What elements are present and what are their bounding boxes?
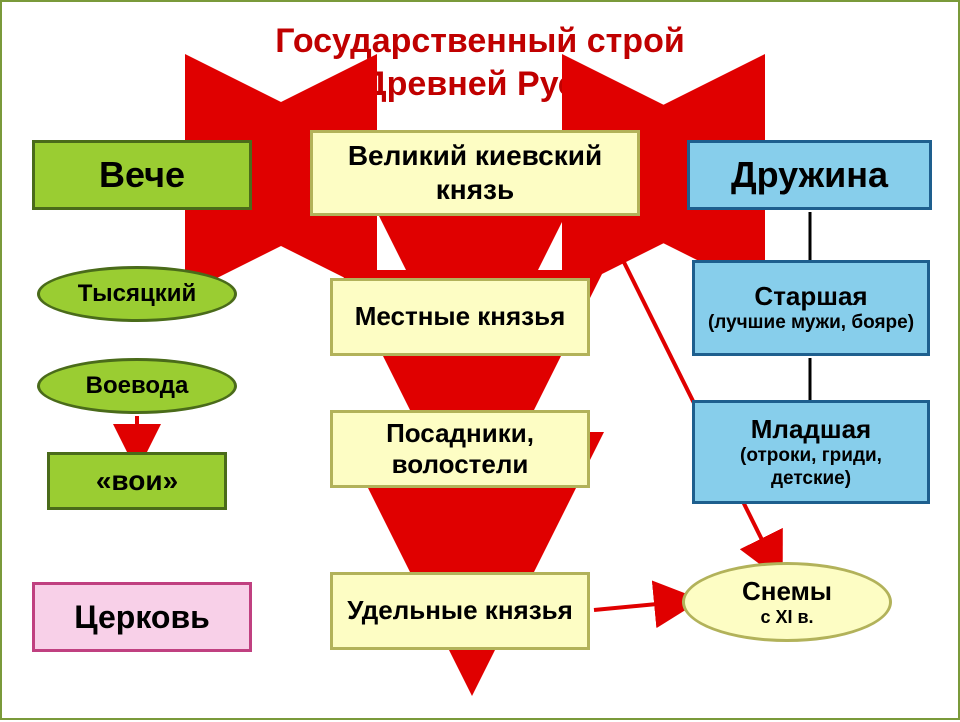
label: Вече [99, 153, 185, 196]
label: Удельные князья [347, 595, 573, 626]
label: Церковь [74, 598, 210, 636]
node-druzhina: Дружина [687, 140, 932, 210]
label-sub: (лучшие мужи, бояре) [708, 312, 914, 335]
node-church: Церковь [32, 582, 252, 652]
diagram-title: Государственный строй Древней Руси [2, 20, 958, 105]
label-sub: с XI в. [760, 607, 813, 629]
label-main: Младшая [751, 414, 871, 445]
label: Местные князья [355, 301, 566, 332]
label: Воевода [86, 372, 189, 401]
label-main: Старшая [754, 281, 867, 312]
node-tysyatsky: Тысяцкий [37, 266, 237, 322]
node-junior: Младшая (отроки, гриди, детские) [692, 400, 930, 504]
node-senior: Старшая (лучшие мужи, бояре) [692, 260, 930, 356]
label-sub: (отроки, гриди, детские) [703, 445, 919, 491]
title-line-2: Древней Руси [362, 65, 597, 103]
label: «вои» [96, 464, 178, 498]
node-voi: «вои» [47, 452, 227, 510]
node-prince: Великий киевский князь [310, 130, 640, 216]
node-snemy: Снемы с XI в. [682, 562, 892, 642]
node-posadniki: Посадники, волостели [330, 410, 590, 488]
label: Дружина [731, 153, 888, 196]
node-local-princes: Местные князья [330, 278, 590, 356]
node-udel-princes: Удельные князья [330, 572, 590, 650]
label: Тысяцкий [78, 280, 196, 309]
node-voevoda: Воевода [37, 358, 237, 414]
node-veche: Вече [32, 140, 252, 210]
edge-udel-snemy [594, 602, 678, 610]
label: Великий киевский князь [321, 139, 629, 206]
label: Посадники, волостели [341, 418, 579, 480]
label-main: Снемы [742, 576, 832, 607]
title-line-1: Государственный строй [275, 22, 685, 60]
